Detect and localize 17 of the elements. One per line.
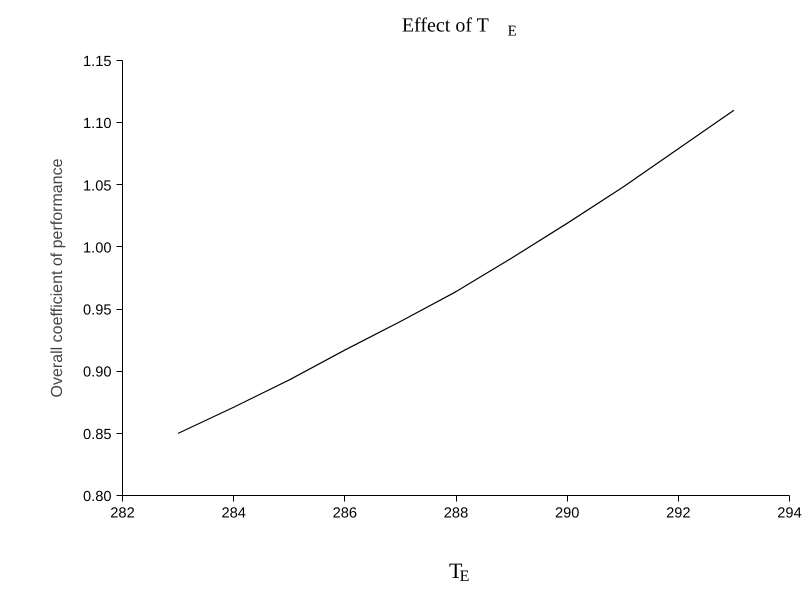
y-tick-label: 1.15 bbox=[82, 54, 112, 70]
y-tick-label: 0.85 bbox=[82, 426, 112, 443]
line-series bbox=[177, 110, 735, 434]
x-tick-label: 284 bbox=[221, 506, 246, 522]
x-tick-label: 286 bbox=[332, 506, 358, 522]
x-tick-label: 288 bbox=[444, 506, 468, 522]
y-tick-label: 0.90 bbox=[82, 364, 112, 381]
x-tick-label: 290 bbox=[554, 506, 580, 522]
y-tick-label: 0.95 bbox=[82, 302, 112, 319]
y-axis-title: Overall coefficient of performance bbox=[48, 158, 66, 398]
y-tick-label: 1.05 bbox=[82, 178, 112, 194]
y-tick-label: 0.80 bbox=[82, 489, 112, 505]
x-tick-label: 294 bbox=[777, 506, 802, 522]
x-tick-label: 282 bbox=[110, 506, 135, 522]
y-tick-label: 1.10 bbox=[82, 116, 112, 132]
x-tick-label: 292 bbox=[666, 506, 691, 522]
y-tick-label: 1.00 bbox=[82, 240, 112, 256]
